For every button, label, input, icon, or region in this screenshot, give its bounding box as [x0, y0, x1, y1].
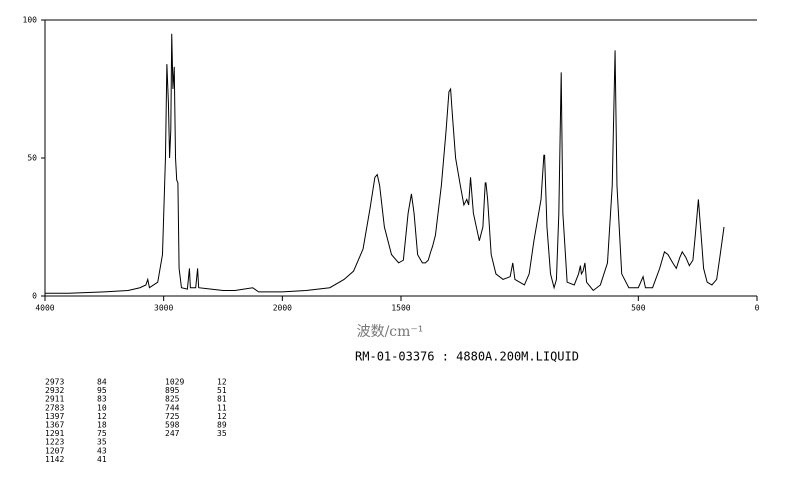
peak-intensity: 12	[97, 412, 107, 421]
y-tick-label: 100	[23, 16, 38, 25]
peak-wavenumber: 825	[165, 395, 180, 404]
x-tick-label: 0	[755, 304, 760, 313]
x-tick-label: 1500	[391, 304, 410, 313]
chart-subtitle: RM-01-03376 : 4880A.200M.LIQUID	[355, 350, 579, 364]
x-tick-label: 500	[631, 304, 646, 313]
x-axis-label: 波数/cm⁻¹	[357, 324, 424, 340]
peak-intensity: 81	[217, 395, 227, 404]
peak-wavenumber: 744	[165, 403, 180, 412]
peak-intensity: 11	[217, 403, 227, 412]
peak-intensity: 12	[217, 378, 227, 387]
peak-intensity: 35	[217, 429, 227, 438]
peak-wavenumber: 1142	[45, 455, 64, 464]
peak-intensity: 51	[217, 386, 227, 395]
spectrum-line	[45, 33, 725, 294]
peak-intensity: 10	[97, 403, 107, 412]
peak-intensity: 12	[217, 412, 227, 421]
peak-intensity: 89	[217, 421, 227, 430]
y-tick-label: 0	[32, 292, 37, 301]
peak-wavenumber: 1291	[45, 429, 64, 438]
peak-intensity: 43	[97, 446, 107, 455]
peak-wavenumber: 895	[165, 386, 180, 395]
peak-intensity: 35	[97, 438, 107, 447]
peak-wavenumber: 1207	[45, 446, 64, 455]
peak-wavenumber: 1367	[45, 421, 64, 430]
x-tick-label: 3000	[154, 304, 173, 313]
peak-wavenumber: 2783	[45, 403, 64, 412]
x-tick-label: 4000	[35, 304, 54, 313]
peak-intensity: 18	[97, 421, 107, 430]
peak-intensity: 41	[97, 455, 107, 464]
y-tick-label: 50	[27, 154, 37, 163]
peak-wavenumber: 1029	[165, 378, 184, 387]
peak-intensity: 95	[97, 386, 107, 395]
x-tick-label: 2000	[273, 304, 292, 313]
peak-intensity: 75	[97, 429, 107, 438]
peak-wavenumber: 2973	[45, 378, 64, 387]
peak-wavenumber: 725	[165, 412, 180, 421]
peak-intensity: 84	[97, 378, 107, 387]
peak-wavenumber: 2932	[45, 386, 64, 395]
peak-intensity: 83	[97, 395, 107, 404]
peak-wavenumber: 1223	[45, 438, 64, 447]
peak-wavenumber: 1397	[45, 412, 64, 421]
peak-wavenumber: 2911	[45, 395, 64, 404]
peak-wavenumber: 598	[165, 421, 180, 430]
peak-wavenumber: 247	[165, 429, 180, 438]
